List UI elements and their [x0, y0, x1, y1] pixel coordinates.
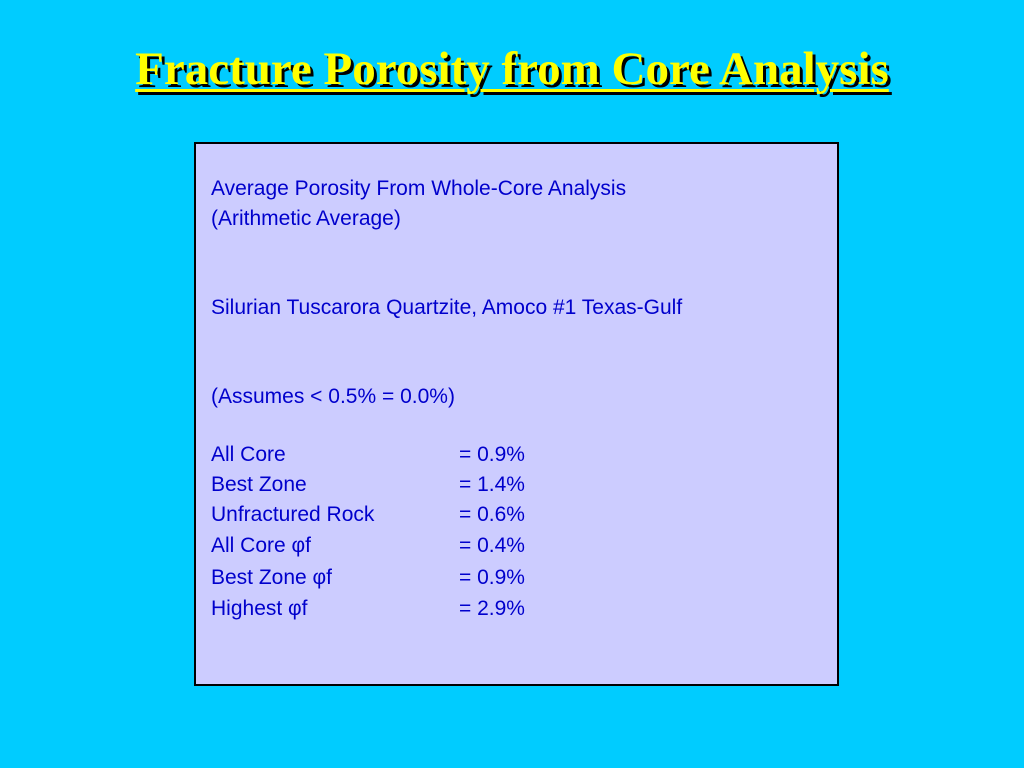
- row-label: Unfractured Rock: [211, 503, 375, 526]
- row-value: = 0.6%: [459, 503, 525, 526]
- assumption: (Assumes < 0.5% = 0.0%): [211, 385, 455, 408]
- row-value: = 0.4%: [459, 534, 525, 557]
- row-label: Highest φf: [211, 597, 308, 620]
- content-box: Average Porosity From Whole-Core Analysi…: [194, 142, 839, 686]
- row-label: All Core φf: [211, 534, 311, 557]
- row-value: = 1.4%: [459, 473, 525, 496]
- row-label: Best Zone: [211, 473, 307, 496]
- heading-line: Average Porosity From Whole-Core Analysi…: [211, 177, 627, 200]
- row-label: All Core: [211, 443, 286, 466]
- row-value: = 0.9%: [459, 566, 525, 589]
- row-label: Best Zone φf: [211, 566, 333, 589]
- row-value: = 0.9%: [459, 443, 525, 466]
- row-value: = 2.9%: [459, 597, 525, 620]
- slide-title: Fracture Porosity from Core Analysis: [135, 43, 889, 95]
- heading-line: (Arithmetic Average): [211, 207, 401, 230]
- location: Silurian Tuscarora Quartzite, Amoco #1 T…: [211, 296, 683, 319]
